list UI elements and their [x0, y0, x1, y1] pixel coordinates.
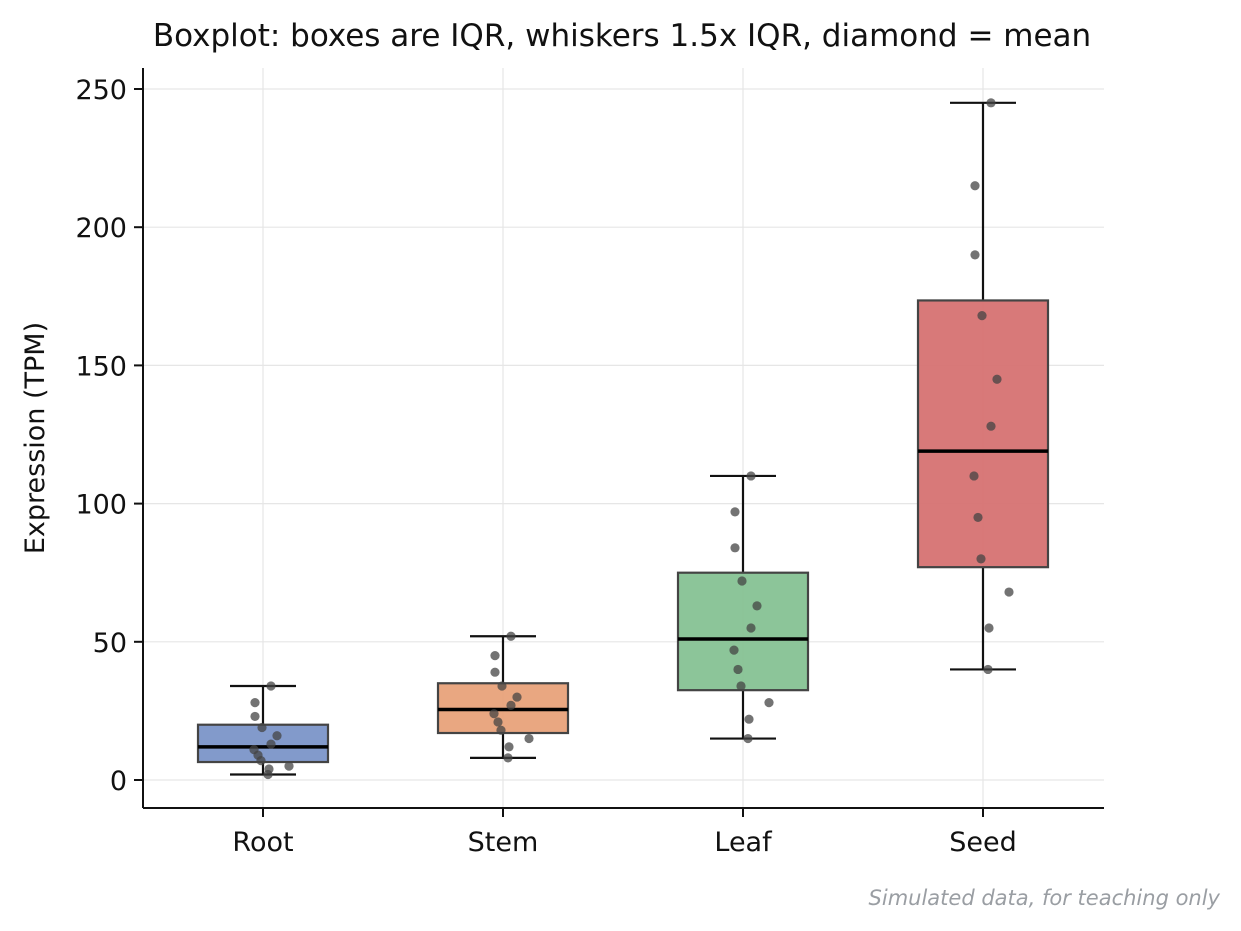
axes	[142, 68, 1104, 809]
data-point	[730, 543, 740, 553]
data-point	[992, 374, 1002, 384]
y-tick-label: 200	[75, 213, 127, 244]
box-group-seed	[916, 98, 1050, 675]
iqr-box	[676, 571, 810, 692]
data-point	[250, 698, 260, 708]
data-point	[256, 756, 266, 766]
y-tick-label: 150	[75, 351, 127, 382]
data-point	[969, 471, 979, 481]
data-point	[490, 667, 500, 677]
data-point	[504, 742, 514, 752]
data-point	[986, 421, 996, 431]
data-point	[984, 623, 994, 633]
y-tick-label: 0	[110, 766, 127, 797]
data-point	[744, 714, 754, 724]
x-ticks: Root Stem Leaf Seed	[232, 808, 1017, 858]
y-axis-label: Expression (TPM)	[20, 322, 51, 554]
data-point	[493, 717, 503, 727]
data-point	[272, 731, 282, 741]
data-point	[1004, 587, 1014, 597]
data-point	[976, 554, 986, 564]
data-point	[512, 692, 522, 702]
footnote: Simulated data, for teaching only	[869, 886, 1221, 910]
data-point	[733, 664, 743, 675]
data-point	[263, 769, 273, 780]
data-point	[284, 761, 294, 771]
data-point	[737, 576, 747, 586]
boxes	[196, 98, 1050, 780]
y-ticks: 0 50 100 150 200 250	[75, 75, 143, 797]
data-point	[250, 711, 260, 722]
box-group-root	[196, 681, 330, 780]
data-point	[730, 507, 740, 517]
data-point	[257, 722, 267, 733]
chart-title: Boxplot: boxes are IQR, whiskers 1.5x IQ…	[153, 18, 1091, 54]
iqr-box	[916, 299, 1050, 569]
x-tick-label: Leaf	[714, 827, 773, 858]
data-point	[266, 681, 276, 691]
box-group-stem	[436, 631, 570, 763]
data-point	[489, 709, 499, 719]
data-point	[973, 512, 983, 523]
data-point	[506, 631, 516, 641]
data-point	[977, 311, 987, 321]
data-point	[746, 623, 756, 633]
data-point	[490, 651, 500, 661]
data-point	[266, 739, 276, 749]
box-group-leaf	[676, 471, 810, 744]
data-point	[497, 681, 507, 691]
data-point	[970, 181, 980, 191]
data-point	[746, 471, 756, 481]
x-tick-label: Seed	[949, 827, 1017, 858]
y-tick-label: 50	[93, 628, 127, 659]
data-point	[736, 681, 746, 691]
data-point	[503, 753, 513, 763]
y-tick-label: 100	[75, 490, 127, 521]
grid	[143, 68, 1104, 808]
data-point	[970, 250, 980, 260]
data-point	[506, 700, 516, 710]
data-point	[743, 733, 753, 744]
x-tick-label: Root	[232, 827, 293, 858]
data-point	[752, 601, 762, 611]
x-tick-label: Stem	[468, 827, 539, 858]
data-point	[729, 645, 739, 655]
data-point	[986, 98, 996, 108]
data-point	[496, 725, 506, 735]
data-point	[983, 664, 993, 675]
y-tick-label: 250	[75, 75, 127, 106]
data-point	[764, 698, 774, 708]
data-point	[524, 733, 534, 744]
